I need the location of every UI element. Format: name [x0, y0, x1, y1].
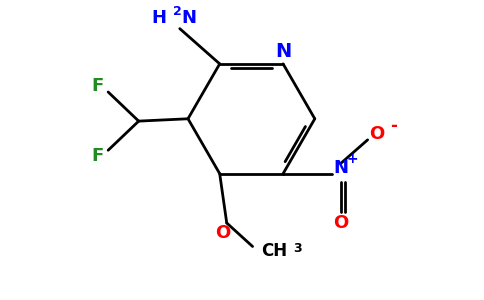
Text: +: + — [347, 152, 358, 166]
Text: CH: CH — [261, 242, 287, 260]
Text: F: F — [91, 147, 104, 165]
Text: N: N — [275, 42, 291, 61]
Text: O: O — [369, 125, 385, 143]
Text: N: N — [182, 9, 197, 27]
Text: O: O — [333, 214, 348, 232]
Text: O: O — [215, 224, 230, 242]
Text: F: F — [91, 77, 104, 95]
Text: 3: 3 — [293, 242, 302, 255]
Text: 2: 2 — [173, 5, 182, 18]
Text: N: N — [333, 159, 348, 177]
Text: -: - — [390, 117, 397, 135]
Text: H: H — [151, 9, 166, 27]
